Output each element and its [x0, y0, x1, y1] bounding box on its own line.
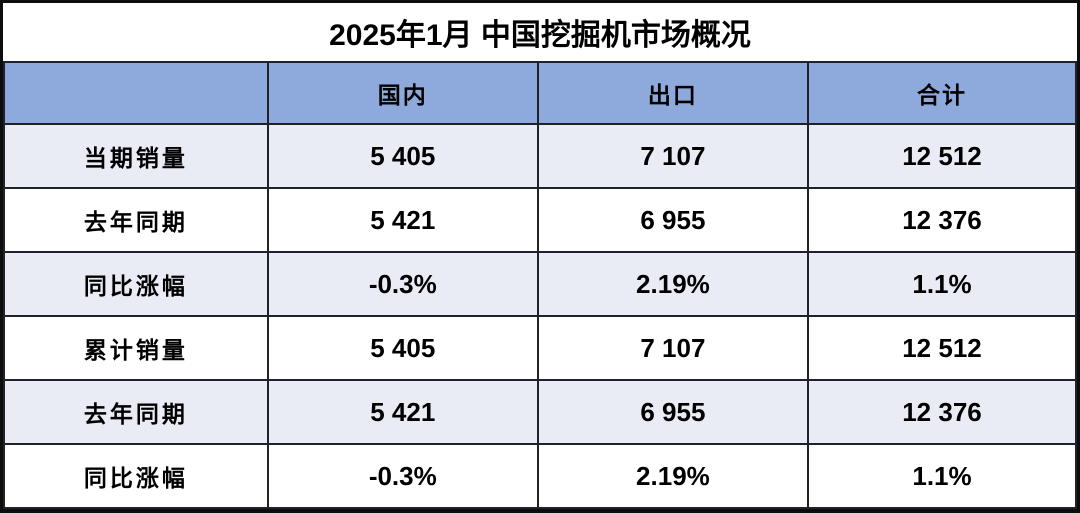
row-label: 去年同期	[3, 187, 269, 253]
table-row-last-year-same-period: 去年同期 5 421 6 955 12 376	[3, 187, 1078, 253]
page-title: 2025年1月 中国挖掘机市场概况	[4, 3, 1076, 63]
cell-value: 2.19%	[536, 251, 809, 317]
cell-value: 5 421	[266, 187, 539, 253]
cell-value: 5 421	[266, 379, 539, 445]
table-row-yoy-change-cumulative: 同比涨幅 -0.3% 2.19% 1.1%	[3, 443, 1078, 509]
column-header-domestic: 国内	[266, 61, 539, 125]
table-row-last-year-same-period-cumulative: 去年同期 5 421 6 955 12 376	[3, 379, 1078, 445]
table-row-cumulative-sales: 累计销量 5 405 7 107 12 512	[3, 315, 1078, 381]
cell-value: 5 405	[266, 315, 539, 381]
cell-value: 12 512	[806, 123, 1078, 189]
cell-value: -0.3%	[266, 443, 539, 509]
cell-value: 7 107	[536, 123, 809, 189]
table-header-row: 国内 出口 合计	[3, 61, 1078, 125]
cell-value: 12 376	[806, 379, 1078, 445]
cell-value: 6 955	[536, 379, 809, 445]
cell-value: 6 955	[536, 187, 809, 253]
column-header-total: 合计	[806, 61, 1078, 125]
cell-value: 12 376	[806, 187, 1078, 253]
market-table: 2025年1月 中国挖掘机市场概况 国内 出口 合计 当期销量 5 405 7 …	[3, 3, 1078, 509]
cell-value: 1.1%	[806, 251, 1078, 317]
table-title-row: 2025年1月 中国挖掘机市场概况	[4, 3, 1076, 63]
cell-value: -0.3%	[266, 251, 539, 317]
row-label: 同比涨幅	[3, 443, 269, 509]
row-label: 累计销量	[3, 315, 269, 381]
cell-value: 7 107	[536, 315, 809, 381]
table-row-current-sales: 当期销量 5 405 7 107 12 512	[3, 123, 1078, 189]
cell-value: 1.1%	[806, 443, 1078, 509]
table-row-yoy-change: 同比涨幅 -0.3% 2.19% 1.1%	[3, 251, 1078, 317]
cell-value: 2.19%	[536, 443, 809, 509]
column-header-export: 出口	[536, 61, 809, 125]
row-label: 同比涨幅	[3, 251, 269, 317]
cell-value: 12 512	[806, 315, 1078, 381]
column-header-blank	[3, 61, 269, 125]
cell-value: 5 405	[266, 123, 539, 189]
row-label: 当期销量	[3, 123, 269, 189]
row-label: 去年同期	[3, 379, 269, 445]
